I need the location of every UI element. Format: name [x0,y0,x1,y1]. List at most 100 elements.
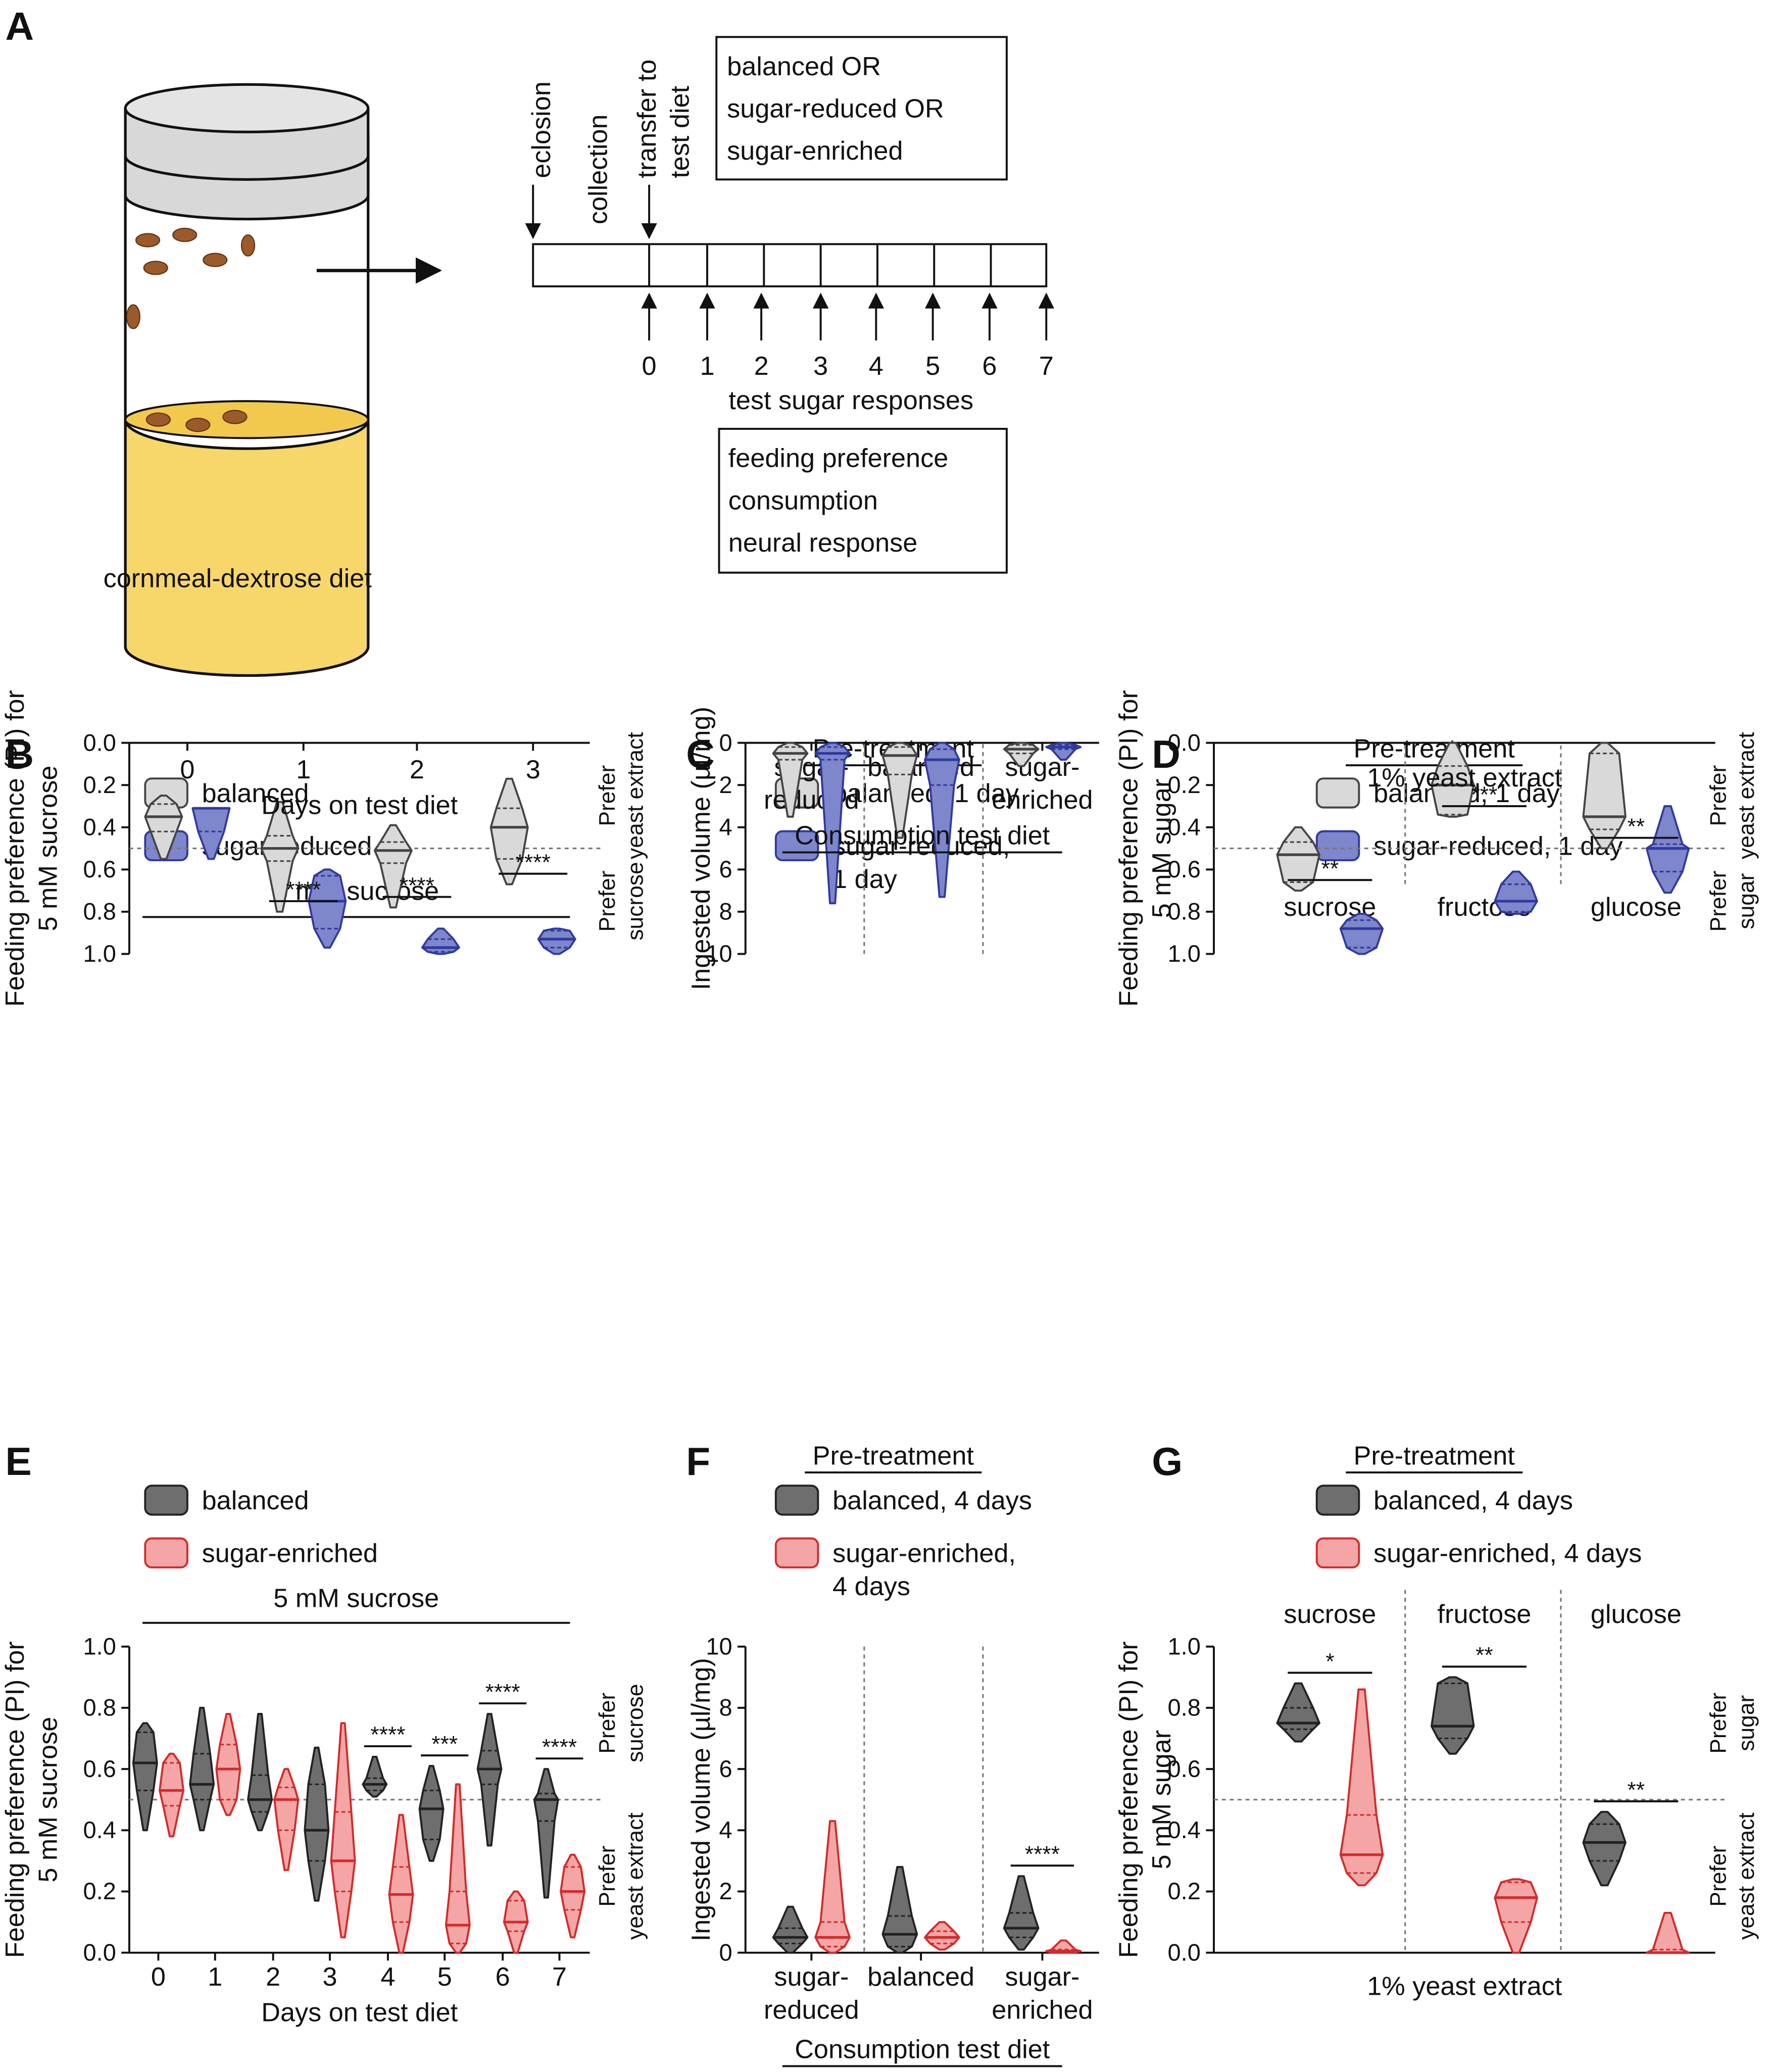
legend-label: sugar-enriched, 4 days [832,1539,1016,1601]
y-axis-label: Feeding preference (PI) for 5 mM sucrose [1,690,63,1007]
diet-option: sugar-enriched [727,136,903,166]
y-axis-label: Ingested volume (µl/mg) [686,707,716,990]
legend-swatch [774,1485,819,1516]
legend-label: balanced, 1 day [832,779,1019,808]
violin [421,927,460,955]
text-line: 5 mM sugar [1147,779,1176,918]
violin [533,1768,559,1899]
violin [881,1866,918,1954]
x-tick-label: 0 [151,1962,166,1992]
y-tick-label: 0 [719,729,732,756]
preference-label: Prefer yeast extract [595,732,648,859]
y-tick-label: 10 [706,1633,732,1659]
legend-swatch [774,1537,819,1569]
x-tick-label: 5 [437,1962,452,1992]
text-line: sugar- [774,1962,849,1992]
y-tick-label: 8 [719,1694,732,1721]
violin [273,1768,300,1871]
x-tick-label: 1 [296,755,311,784]
y-tick-label: 0.6 [83,856,116,882]
text-line: reduced [764,1995,859,2025]
preference-label: Prefer sugar [1706,870,1759,931]
preference-label: Prefer sucrose [595,1684,648,1762]
legend-label: sugar-enriched [202,1539,378,1568]
category-label: glucose [1591,1600,1682,1629]
y-tick-label: 0.2 [1168,771,1201,798]
violin [1276,1682,1320,1743]
x-tick-label: balanced [867,1962,974,1992]
vial-caption: cornmeal-dextrose diet [104,564,372,593]
text-line: 5 mM sucrose [33,1717,63,1883]
violin [1276,826,1320,892]
text-line: sugar [1734,1695,1759,1751]
violin [476,1713,503,1847]
violin [772,742,809,818]
panel-label: A [5,4,34,48]
text-line: Feeding preference (PI) for [1,690,30,1007]
text-line: yeast extract [1734,1812,1759,1940]
text-line: test diet [665,85,695,178]
y-tick-label: 0.2 [1168,1878,1201,1904]
category-label: glucose [1591,893,1682,922]
violin [132,1722,158,1832]
legend-title: Pre-treatment [813,1441,974,1470]
violin [418,1765,445,1862]
violin [1430,742,1475,818]
text-line: yeast extract [623,1812,648,1940]
x-tick-label: 4 [380,1962,395,1992]
violin [814,742,851,905]
text-line: sucrose [623,1684,648,1762]
timeline [525,36,1054,574]
violin [924,742,960,898]
text-line: sugar-enriched, [832,1539,1016,1568]
legend-title: Pre-treatment [1354,734,1515,763]
text-line: Prefer [1706,870,1731,931]
day-label: 5 [925,352,940,381]
x-axis-label: Days on test diet [261,791,458,820]
significance-label: *** [1471,782,1498,807]
x-tick-label: 0 [180,755,194,784]
category-label: sucrose [1284,1600,1376,1629]
text-line: Prefer [1706,1693,1731,1754]
x-tick-label: sugar-enriched [992,753,1093,815]
legend-title: Pre-treatment [1354,1441,1515,1470]
significance-label: ** [1628,814,1645,839]
measure: neural response [728,528,917,558]
day-label: 0 [642,352,657,381]
text-line: Prefer [1706,765,1731,826]
significance-label: ** [1321,856,1339,881]
x-axis-label: Consumption test diet [795,2035,1050,2064]
preference-label: Prefer sucrose [595,862,648,940]
y-tick-label: 1.0 [1168,940,1201,967]
step-label: collection [583,114,613,224]
violin [362,1755,388,1798]
y-tick-label: 6 [719,1755,732,1782]
violin [881,742,918,839]
violin [1430,1676,1475,1755]
measure: consumption [728,486,878,515]
legend-swatch [144,1537,188,1569]
text-line: yeast extract [1734,732,1759,859]
significance-label: **** [400,873,434,898]
x-tick-label: 2 [266,1962,280,1992]
y-tick-label: 4 [719,813,732,840]
text-line: Prefer [595,765,620,826]
y-tick-label: 0.8 [83,898,116,925]
x-tick-label: 6 [496,1962,510,1992]
text-line: transfer to [632,60,662,178]
panel-label: G [1152,1439,1183,1484]
violin [260,801,300,913]
day-label: 3 [813,352,828,381]
day-label: 1 [700,352,714,381]
significance-label: **** [370,1722,405,1747]
step-label: eclosion [527,81,556,178]
text-line: Feeding preference (PI) for [1114,690,1143,1007]
panel-label: B [5,732,34,776]
text-line: Feeding preference (PI) for [1,1641,30,1958]
day-label: 2 [754,352,769,381]
violin [159,1752,185,1838]
x-tick-label: 7 [552,1962,567,1992]
violin [489,777,529,885]
violin [373,824,413,909]
